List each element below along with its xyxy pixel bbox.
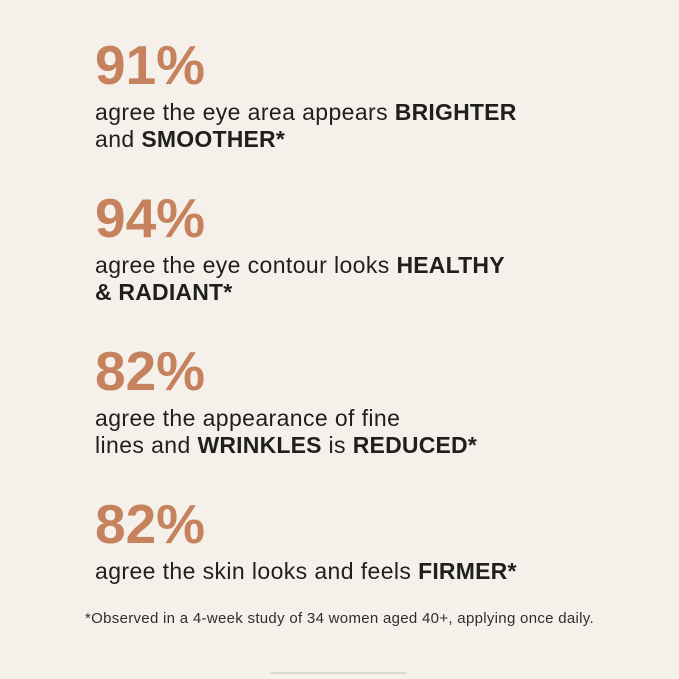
stat-text-segment: WRINKLES [197,432,322,458]
stat-text-segment: BRIGHTER [394,99,517,125]
stat-line: agree the skin looks and feels FIRMER* [95,558,649,585]
stat-block: 94% agree the eye contour looks HEALTHY &… [95,191,649,306]
stat-description: agree the eye contour looks HEALTHY & RAD… [95,252,649,306]
stat-text-segment: FIRMER* [418,558,517,584]
stat-line: lines and WRINKLES is REDUCED* [95,432,649,459]
stat-text-segment: is [321,432,353,458]
stat-line: & RADIANT* [95,279,649,306]
stat-text-segment: REDUCED* [352,432,478,458]
study-footnote: *Observed in a 4-week study of 34 women … [85,610,594,627]
stat-line: agree the eye contour looks HEALTHY [95,252,649,279]
stat-percent-value: 94% [95,187,206,249]
stat-block: 82% agree the skin looks and feels FIRME… [95,497,649,585]
stat-block: 91% agree the eye area appears BRIGHTER a… [95,38,649,153]
stat-text-segment: & RADIANT* [95,279,233,305]
stat-text-segment: agree the eye area appears [95,99,395,125]
stat-text-segment: lines and [95,432,198,458]
bottom-indicator-line [270,672,407,674]
stat-text-segment: and [95,126,142,152]
stat-line: and SMOOTHER* [95,126,649,153]
stat-text-segment: agree the appearance of fine [95,405,401,431]
stat-percent-value: 91% [95,34,206,96]
stat-line: agree the eye area appears BRIGHTER [95,99,649,126]
stat-block: 82% agree the appearance of fine lines an… [95,344,649,459]
stat-description: agree the appearance of fine lines and WR… [95,405,649,459]
stat-line: agree the appearance of fine [95,405,649,432]
stat-text-segment: SMOOTHER* [141,126,286,152]
stat-text-segment: agree the skin looks and feels [95,558,419,584]
stat-description: agree the eye area appears BRIGHTER and S… [95,99,649,153]
stat-percent-value: 82% [95,340,206,402]
stat-percent-value: 82% [95,493,206,555]
stat-description: agree the skin looks and feels FIRMER* [95,558,649,585]
stats-list: 91% agree the eye area appears BRIGHTER a… [95,38,649,585]
stat-text-segment: agree the eye contour looks [95,252,397,278]
stat-text-segment: HEALTHY [396,252,505,278]
